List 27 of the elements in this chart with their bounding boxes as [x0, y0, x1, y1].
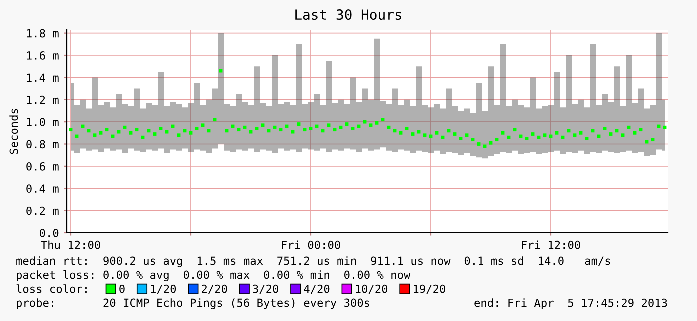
y-tick-label: 1.0 m — [27, 118, 59, 126]
x-tick-label: Fri 12:00 — [522, 240, 580, 250]
y-tick-label: 1.2 m — [27, 96, 59, 104]
x-tick-label: Fri 00:00 — [282, 240, 340, 250]
legend-title: loss color: — [16, 284, 87, 294]
text: packet loss: 0.00 % avg 0.00 % max 0.00 % min 0.00 % now — [17, 270, 411, 282]
legend-label: 19/20 — [414, 284, 446, 294]
y-tick-label: 0.0 — [40, 229, 59, 238]
legend-label: 10/20 — [356, 284, 388, 294]
y-tick-label: 0.4 m — [26, 184, 59, 194]
legend-label: 1/20 — [151, 284, 176, 294]
legend-label: 4/20 — [304, 284, 330, 294]
legend-label: 3/20 — [253, 284, 278, 294]
y-tick-label: 1.8 m — [27, 29, 59, 38]
y-tick-label: 0.2 m — [26, 206, 59, 216]
text: probe: 20 ICMP Echo Pings (56 Bytes) every 300s — [17, 298, 370, 310]
y-tick-label: 1.4 m — [27, 74, 59, 82]
text: end: Fri Apr 5 17:45:29 2013 — [474, 298, 668, 310]
legend-label: 0 — [120, 284, 125, 294]
y-tick-label: 0.6 m — [26, 162, 59, 171]
x-tick-label: Thu 12:00 — [41, 240, 100, 250]
y-tick-label: 0.8 m — [26, 140, 59, 149]
text: median rtt: 900.2 us avg 1.5 ms max 751.2 us min 911.1 us now 0.1 ms sd 14.0 am/s — [16, 256, 610, 268]
y-tick-label: 1.6 m — [27, 52, 59, 60]
chart-title: Last 30 Hours — [296, 10, 402, 20]
legend-label: 2/20 — [202, 284, 228, 294]
y-axis-title: Seconds — [10, 109, 18, 154]
